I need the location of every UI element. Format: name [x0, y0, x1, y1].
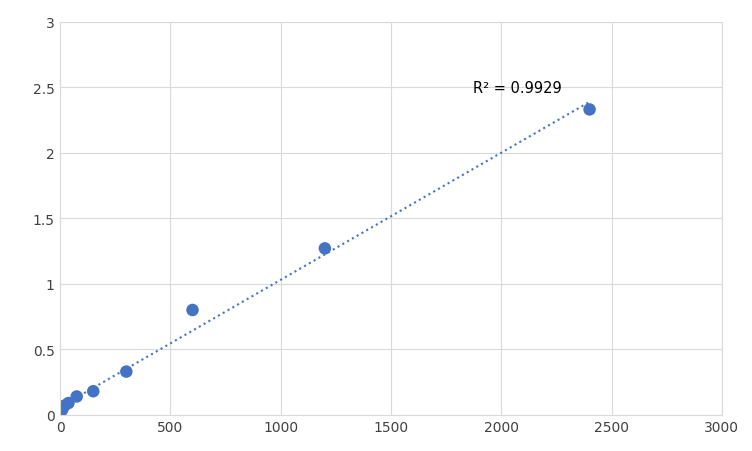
Point — [186, 307, 199, 314]
Point — [319, 245, 331, 253]
Point — [56, 406, 68, 413]
Point — [54, 411, 66, 419]
Point — [584, 106, 596, 114]
Point — [59, 402, 71, 410]
Point — [120, 368, 132, 375]
Text: R² = 0.9929: R² = 0.9929 — [473, 81, 562, 96]
Point — [62, 400, 74, 407]
Point — [71, 393, 83, 400]
Point — [87, 388, 99, 395]
